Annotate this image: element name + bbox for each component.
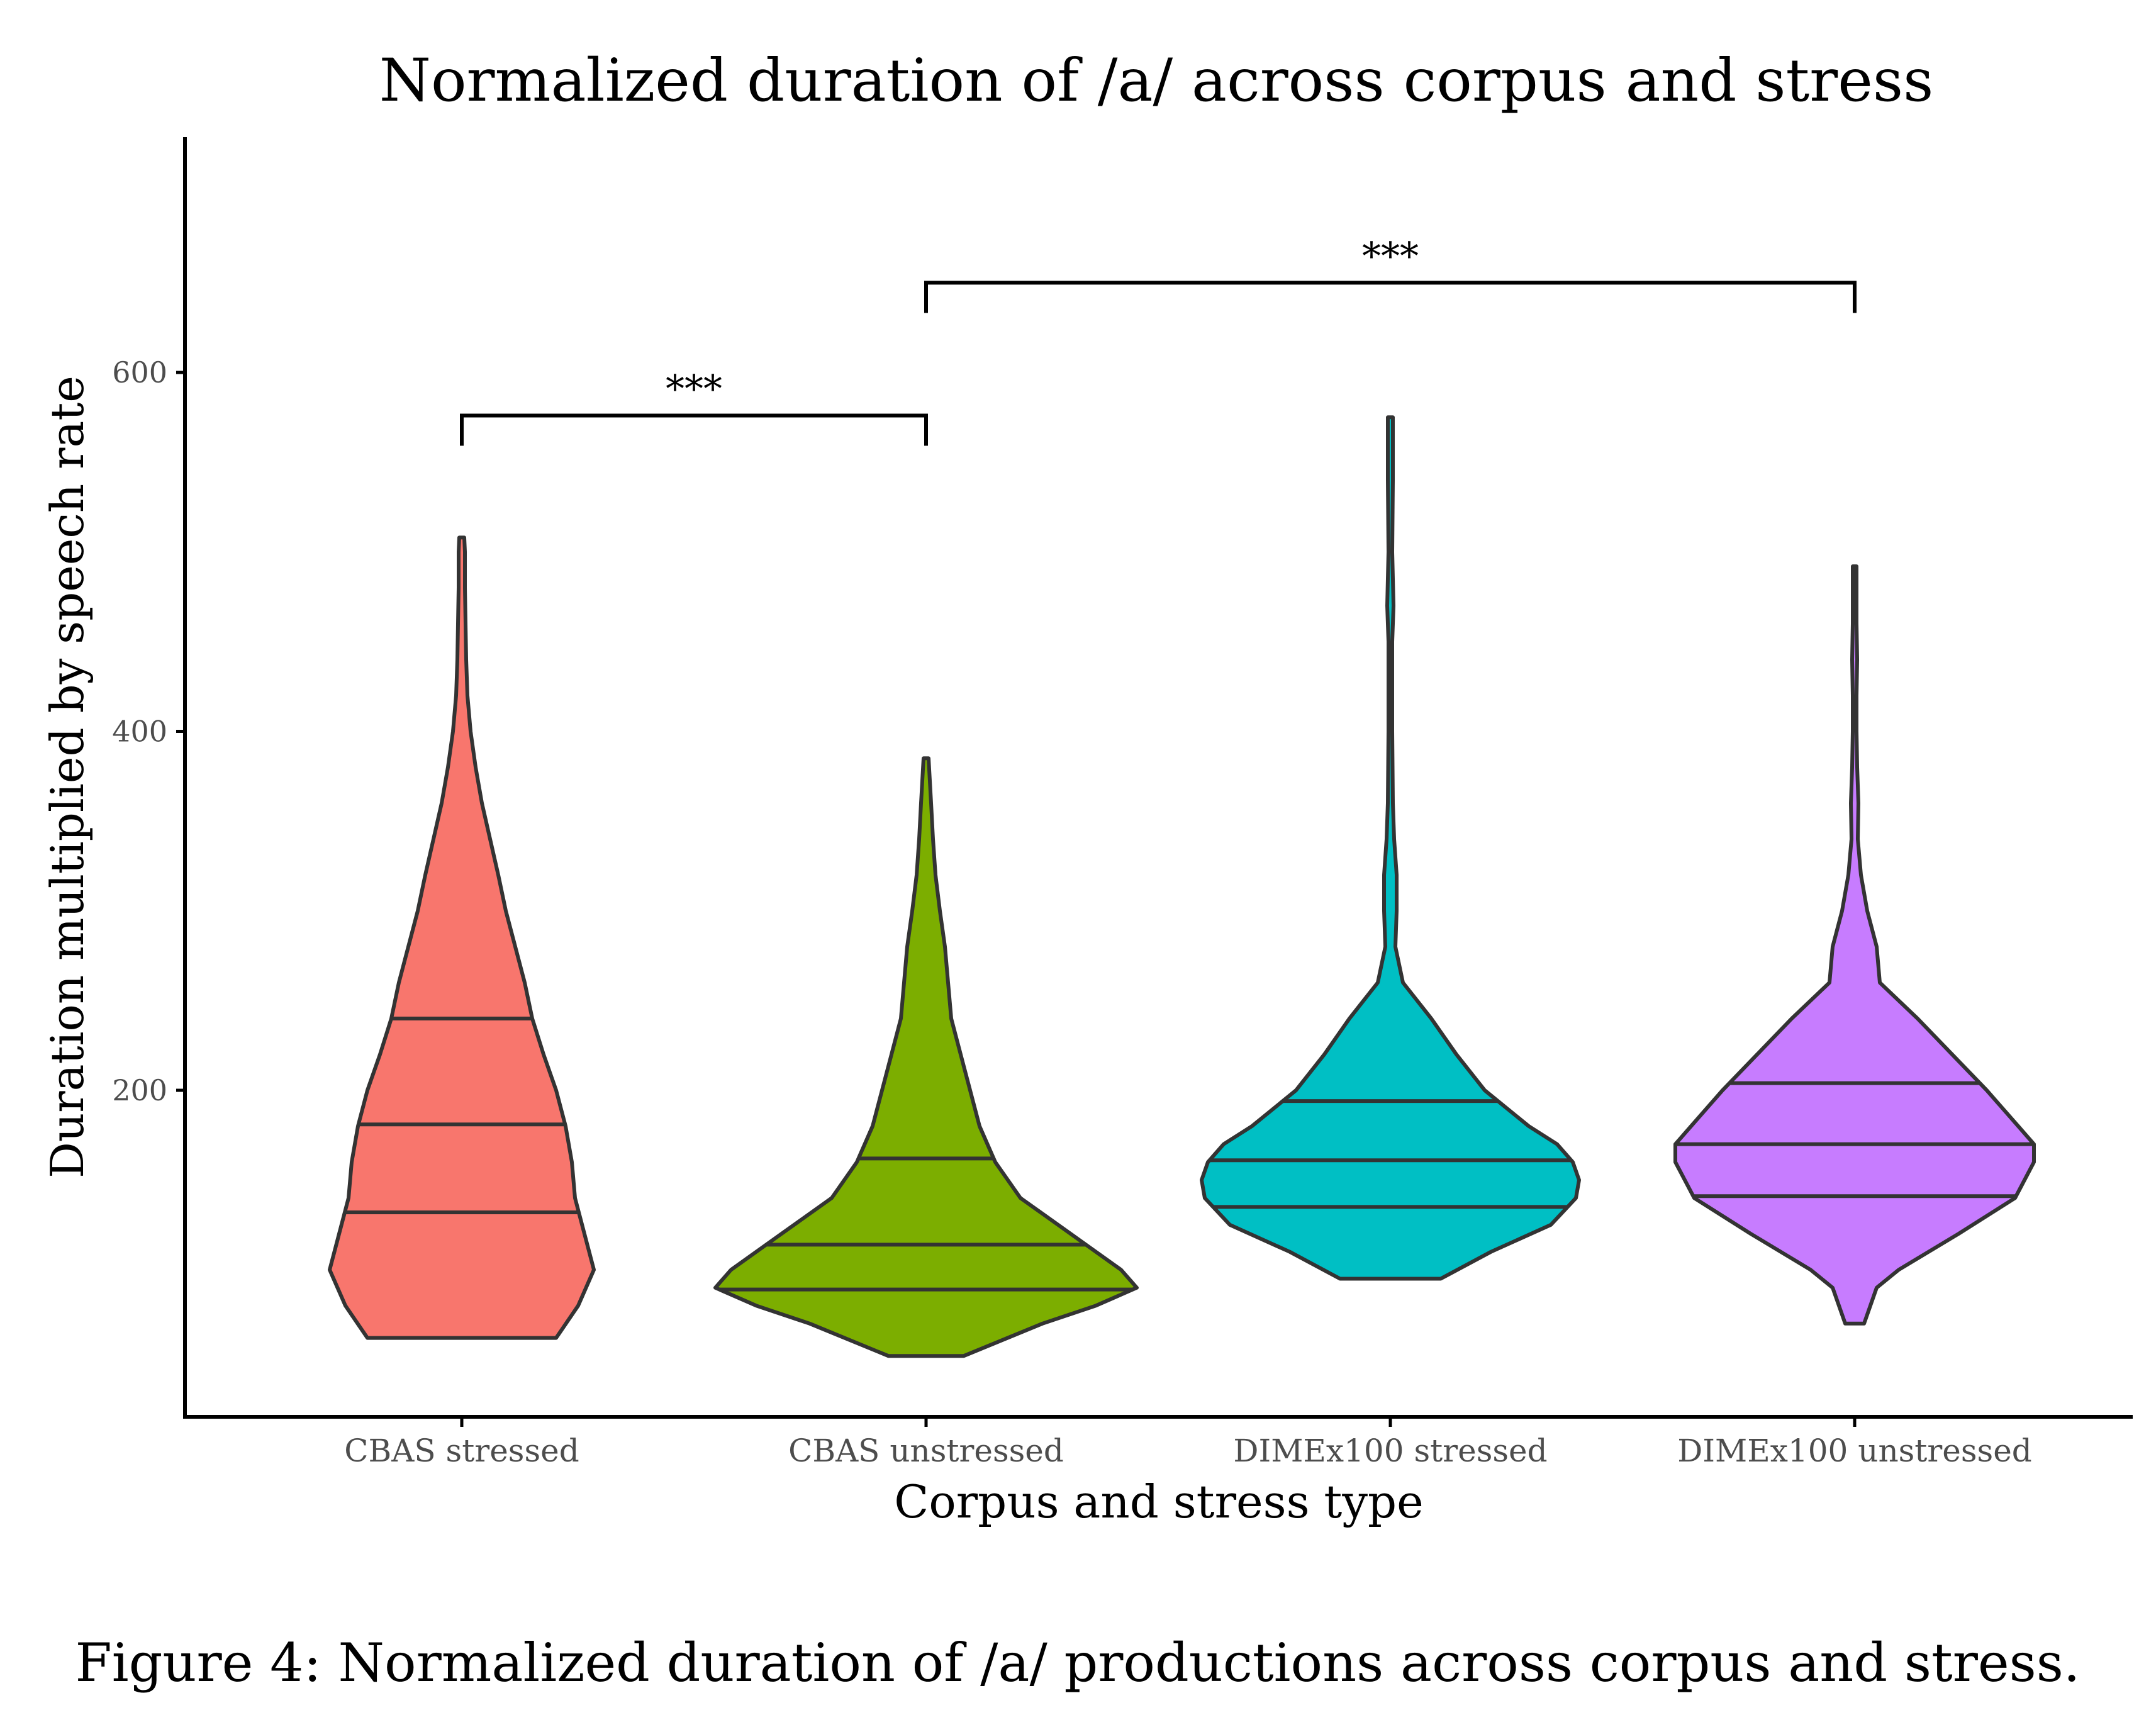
significance-label: *** (666, 367, 722, 411)
x-tick-label: DIMEx100 stressed (1233, 1433, 1547, 1469)
violin-cbas-stressed (328, 535, 596, 1340)
violin-dimex100-unstressed (1673, 564, 2036, 1326)
significance-bracket (460, 413, 928, 446)
chart-title: Normalized duration of /a/ across corpus… (379, 47, 1934, 115)
x-tick-label: CBAS unstressed (788, 1433, 1064, 1469)
x-tick-label: CBAS stressed (344, 1433, 579, 1469)
y-tick-label: 400 (112, 715, 167, 749)
figure-caption: Figure 4: Normalized duration of /a/ pro… (75, 1632, 2080, 1694)
significance-label: *** (1362, 234, 1419, 278)
y-tick-label: 600 (112, 355, 167, 389)
significance-brackets: *** *** (460, 234, 1857, 446)
y-axis-ticks: 200 400 600 (112, 355, 185, 1107)
violin-dimex100-stressed (1200, 415, 1581, 1281)
violin-cbas-unstressed (713, 756, 1139, 1358)
x-axis-title: Corpus and stress type (894, 1475, 1423, 1528)
y-tick-label: 200 (112, 1073, 167, 1107)
x-tick-label: DIMEx100 unstressed (1677, 1433, 2032, 1469)
y-axis-title: Duration multiplied by speech rate (41, 376, 94, 1178)
x-axis-ticks: CBAS stressed CBAS unstressed DIMEx100 str… (344, 1417, 2032, 1469)
significance-bracket (924, 281, 1857, 313)
plot-area (328, 415, 2036, 1358)
